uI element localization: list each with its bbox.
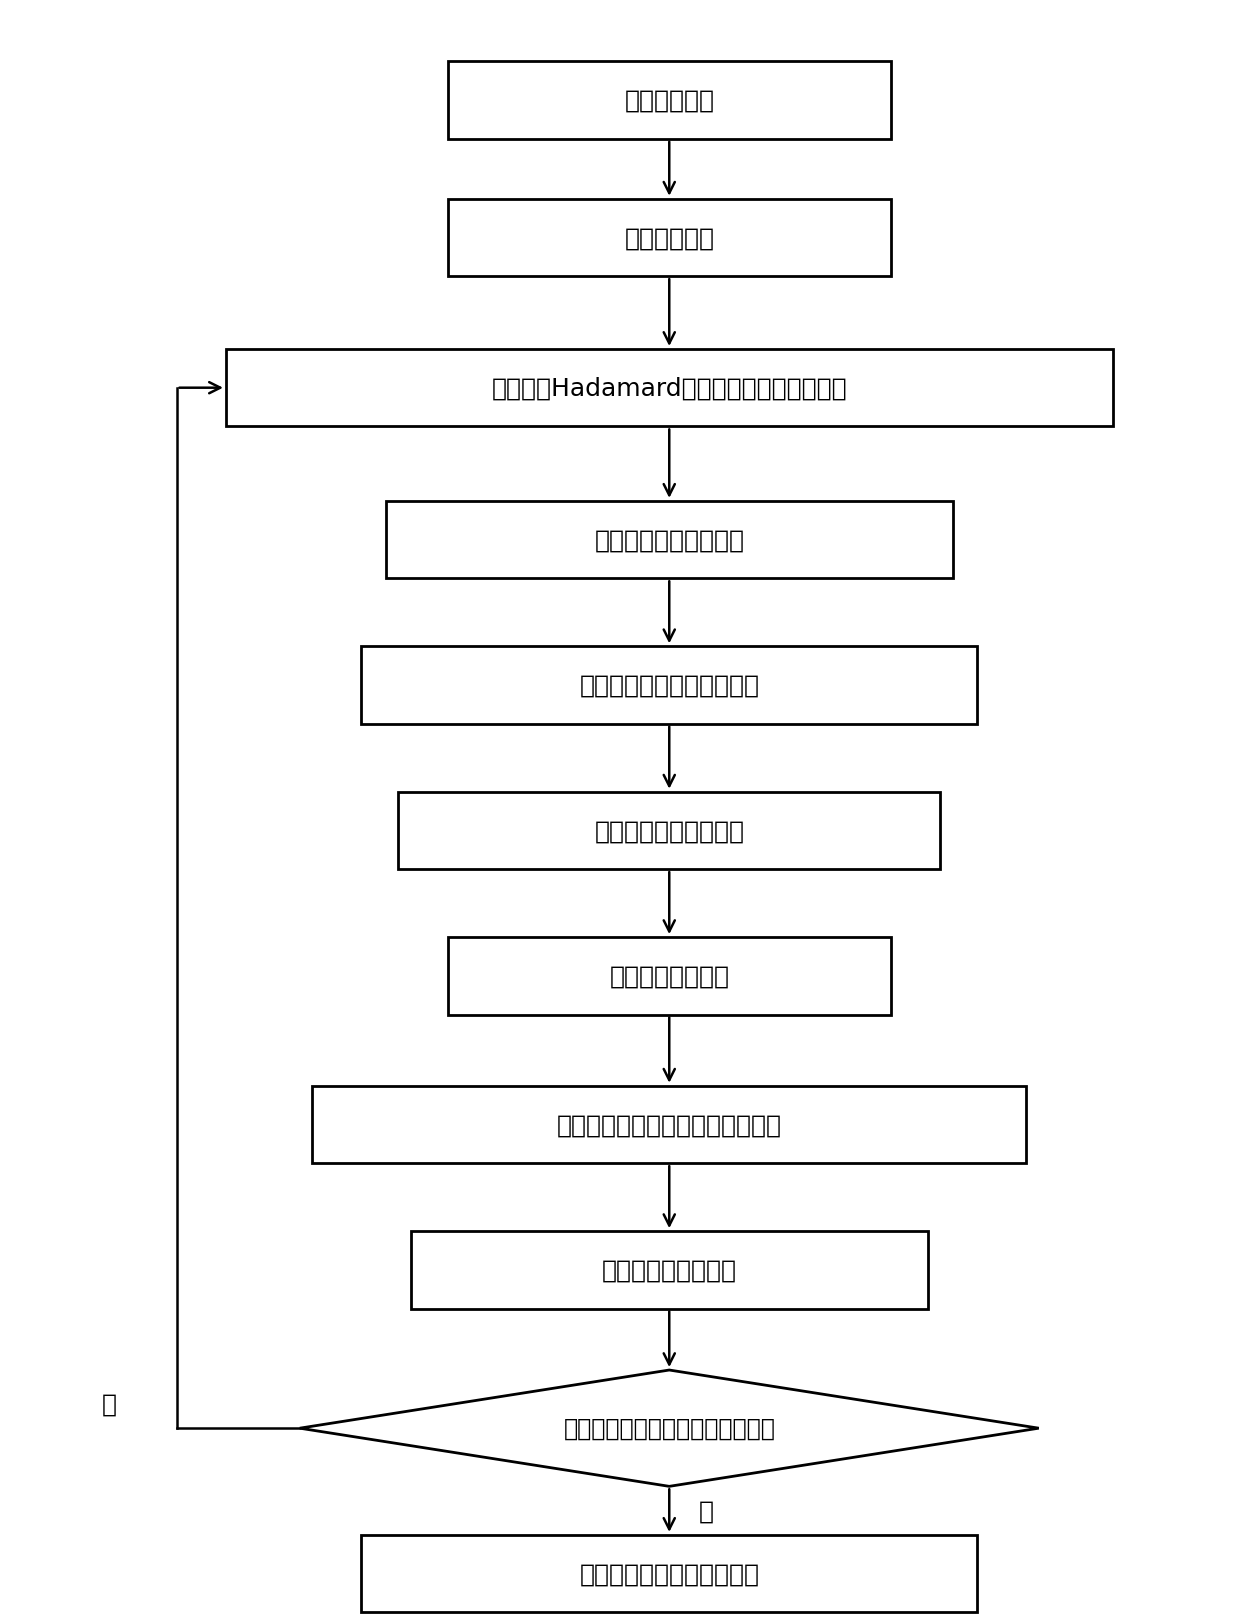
Bar <box>226 349 1112 427</box>
Text: 否: 否 <box>102 1393 117 1417</box>
Text: 是: 是 <box>698 1498 714 1522</box>
Text: 译码器选取译码序列: 译码器选取译码序列 <box>601 1258 737 1282</box>
Text: 生成全连接网格图: 生成全连接网格图 <box>609 964 729 988</box>
Bar <box>448 62 892 140</box>
Text: 生成奇偶校验比特序列: 生成奇偶校验比特序列 <box>594 527 744 552</box>
Bar <box>410 1232 928 1308</box>
Bar <box>361 648 977 724</box>
Text: 输出译码器选取的译码序列: 输出译码器选取的译码序列 <box>579 1561 759 1586</box>
Bar <box>448 938 892 1014</box>
Bar <box>398 792 940 870</box>
Text: 生成可能初始码组集合: 生成可能初始码组集合 <box>594 820 744 842</box>
Text: 判断译码序列与初始序列是否相同: 判断译码序列与初始序列是否相同 <box>563 1417 775 1440</box>
Text: 使用重复Hadamard矩阵对状态序列进行编码: 使用重复Hadamard矩阵对状态序列进行编码 <box>491 377 847 401</box>
Text: 生成状态序列: 生成状态序列 <box>624 226 714 250</box>
Text: 对所有可能状态码组集合进行译码: 对所有可能状态码组集合进行译码 <box>557 1113 781 1136</box>
Bar <box>448 200 892 278</box>
Text: 生成初始序列: 生成初始序列 <box>624 89 714 114</box>
Bar <box>386 502 952 579</box>
Bar <box>361 1535 977 1612</box>
Text: 生成所有可能状态码组集合: 生成所有可能状态码组集合 <box>579 674 759 698</box>
Bar <box>312 1086 1027 1164</box>
Polygon shape <box>300 1370 1039 1487</box>
